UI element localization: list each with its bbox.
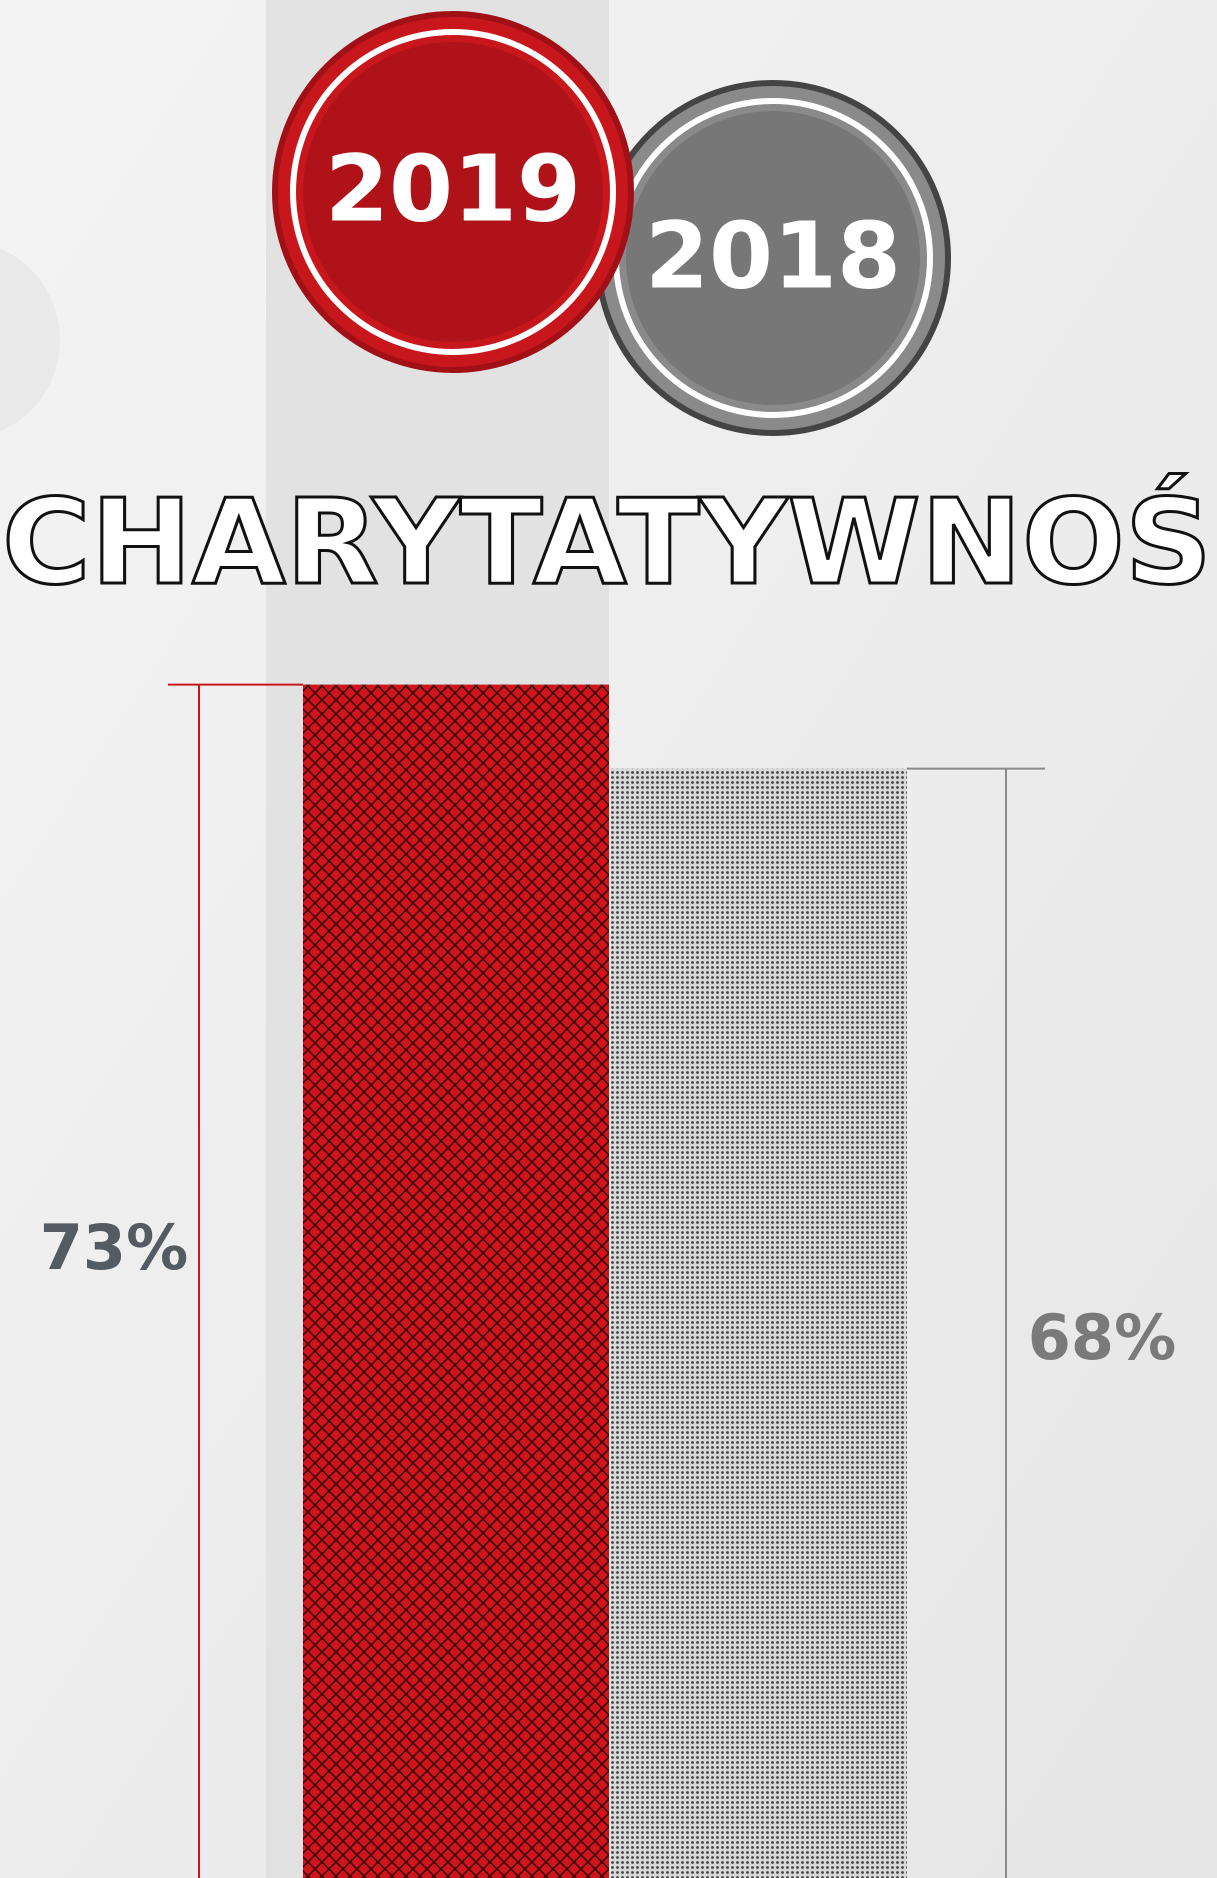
value-label: 68% bbox=[1028, 1301, 1176, 1374]
value-label: 73% bbox=[40, 1211, 188, 1284]
bar bbox=[611, 768, 907, 1878]
badge-inner bbox=[303, 42, 603, 342]
decor-circle bbox=[0, 248, 60, 432]
badge-label: 2018 bbox=[645, 202, 901, 309]
bar bbox=[303, 684, 609, 1878]
badge-inner bbox=[626, 111, 920, 405]
badge-ring bbox=[290, 29, 616, 355]
badge-label: 2019 bbox=[325, 135, 581, 242]
chart-title: CHARYTATYWNOŚ bbox=[2, 473, 1212, 611]
